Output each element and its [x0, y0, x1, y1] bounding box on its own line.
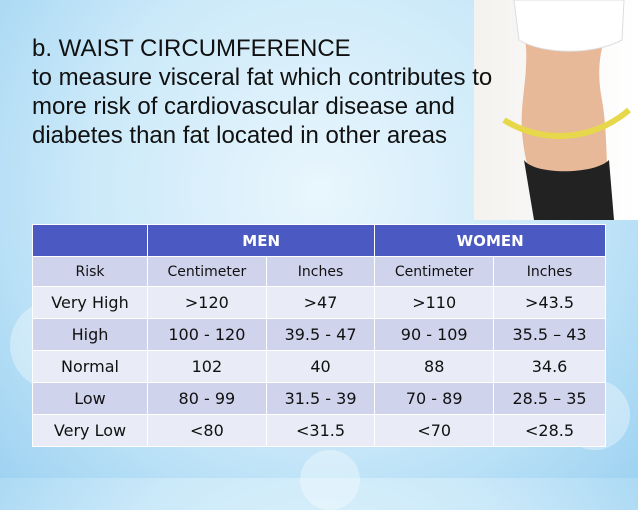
column-header: Inches [265, 256, 376, 287]
table-cell: 34.6 [493, 350, 606, 383]
table-cell: <28.5 [493, 414, 606, 447]
table-cell: >43.5 [493, 286, 606, 319]
table-cell: Very Low [32, 414, 148, 447]
table-cell: 70 - 89 [374, 382, 495, 415]
subtitle-line: to measure visceral fat which contribute… [32, 64, 493, 91]
table-cell: >120 [147, 286, 267, 319]
table-cell: >47 [265, 286, 376, 319]
table-cell: 31.5 - 39 [265, 382, 376, 415]
blank-cell [32, 224, 148, 257]
table-row: Normal 102 40 88 34.6 [32, 350, 606, 383]
table-cell: Very High [32, 286, 148, 319]
subtitle-line: diabetes than fat located in other areas [32, 122, 447, 149]
table-cell: 80 - 99 [147, 382, 267, 415]
table-row: Low 80 - 99 31.5 - 39 70 - 89 28.5 – 35 [32, 382, 606, 415]
photo-figure [502, 0, 631, 220]
group-row: MEN WOMEN [32, 224, 606, 257]
column-header: Inches [493, 256, 606, 287]
table-row: High 100 - 120 39.5 - 47 90 - 109 35.5 – 43 [32, 318, 606, 351]
table-cell: <80 [147, 414, 267, 447]
heading: b. WAIST CIRCUMFERENCE to measure viscer… [32, 34, 492, 150]
table-cell: 90 - 109 [374, 318, 495, 351]
table-row: Very Low <80 <31.5 <70 <28.5 [32, 414, 606, 447]
table-row: Very High >120 >47 >110 >43.5 [32, 286, 606, 319]
table-cell: 39.5 - 47 [265, 318, 376, 351]
group-header: MEN [146, 224, 376, 257]
bokeh [300, 450, 360, 510]
table-cell: <70 [374, 414, 495, 447]
column-header: Risk [32, 256, 148, 287]
table-cell: 100 - 120 [147, 318, 267, 351]
column-header: Centimeter [147, 256, 267, 287]
table-cell: 40 [265, 350, 376, 383]
table-cell: Low [32, 382, 148, 415]
table-cell: 35.5 – 43 [493, 318, 606, 351]
table-cell: Normal [32, 350, 148, 383]
photo [474, 0, 638, 220]
table-cell: <31.5 [265, 414, 376, 447]
title: b. WAIST CIRCUMFERENCE [32, 35, 351, 62]
table: MEN WOMEN Risk Centimeter Inches Centimeter I… [32, 224, 606, 447]
subtitle-line: more risk of cardiovascular disease and [32, 93, 455, 120]
slide: b. WAIST CIRCUMFERENCE to measure viscer… [0, 0, 638, 478]
group-header: WOMEN [374, 224, 606, 257]
table-cell: 102 [147, 350, 267, 383]
table-cell: 28.5 – 35 [493, 382, 606, 415]
table-cell: High [32, 318, 148, 351]
column-row: Risk Centimeter Inches Centimeter Inches [32, 256, 606, 287]
table-cell: 88 [374, 350, 495, 383]
column-header: Centimeter [374, 256, 495, 287]
table-cell: >110 [374, 286, 495, 319]
